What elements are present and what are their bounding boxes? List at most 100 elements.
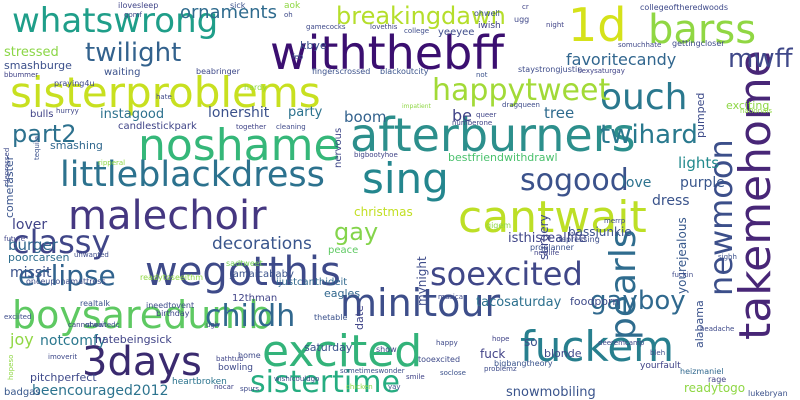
word: tacosaturday [476,295,562,310]
word: ornaments [180,2,277,23]
word: party [288,105,323,120]
word: heizmaniel [680,367,724,376]
word: badgas [4,387,41,398]
word: chicken [346,383,373,391]
word: iwish [478,21,501,31]
word: happy [436,339,458,347]
word: nocar [214,383,234,391]
word: readytogo [684,381,746,395]
word: feb [292,53,304,61]
word: bigbangtheory [494,359,553,368]
word: minitour [340,281,501,325]
word: classy [12,223,111,261]
word: malechoir [68,193,267,239]
word: stressed [4,45,59,60]
word: instagood [100,107,165,122]
word: ilovesleep [118,1,159,10]
word: merrp [604,217,626,225]
word: barss [648,7,757,53]
word: gamecocks [306,23,346,31]
word: ugh [206,321,220,329]
word: 12thman [232,293,278,304]
word: waiting [104,67,141,78]
word: cleaning [276,123,306,131]
word: mwff [728,44,793,74]
word: yay [388,383,401,391]
word: onceuponamattress [26,277,106,286]
word: gayboy [590,286,686,316]
word: home [238,351,261,360]
word: favoritecandy [566,50,677,69]
word: sadtweet [226,259,263,268]
word: smile [406,373,425,381]
word: whatswrong [12,1,219,41]
word: lonershit [208,105,270,121]
word: cantwait [458,192,647,243]
word: sexysaturgay [578,67,625,75]
word: fuck [480,347,506,361]
word: praying4u [54,79,95,88]
word: twilight [85,38,182,68]
word: dragqueen [502,101,540,109]
word: showtedc [86,321,120,329]
word: tree [544,104,575,122]
word: depressing [556,235,600,244]
word: sistertime [250,365,400,400]
word: yourejealous [675,217,689,294]
word: burger [8,236,58,254]
word: bassjunkie [568,225,632,239]
word: ripperal [98,159,126,167]
word: tooexcited [418,355,461,364]
word: part2 [12,120,77,148]
word: imoverit [48,353,78,361]
word: peace [328,245,359,256]
word: sick [230,1,246,10]
word: gettingcloser [672,39,725,48]
word: realtalk [80,299,111,308]
word: rage [708,375,727,384]
word: snowmobiling [506,385,596,400]
word: childh [205,299,296,334]
word: kbye [300,39,327,52]
word: heartbroken [172,377,227,387]
word: afterburners [350,108,636,162]
word: exciited [4,313,32,321]
word: cr [522,3,529,11]
word: sogood [520,163,629,198]
word: not [476,71,488,79]
word: ineedtovent [146,301,195,310]
word: purple [680,175,725,191]
word: joy [10,330,34,349]
word: fuckin [672,271,694,279]
word: 1d [568,0,627,52]
word: boom [344,108,387,126]
word: fingerscrossed [312,67,371,76]
word: gay [334,218,379,246]
word: depressed [3,147,11,184]
word: ijustcanthideit [276,277,348,288]
word: date [353,305,366,330]
word: night [546,21,565,29]
word: nervous [333,127,344,168]
word: jamaicababy [230,269,294,280]
word: fuckem [520,322,675,371]
word: college [404,27,430,35]
word: hate [156,93,172,101]
word: be [452,106,472,125]
word: wegotthis [145,249,341,295]
word: lights [678,154,720,172]
word: aok [284,1,301,11]
word: prqplanner [530,243,574,252]
word: bowling [218,363,253,373]
word: future [4,235,26,243]
word: impatient [402,103,431,110]
word: bleh [650,349,666,357]
word: christmas [354,205,413,219]
word: beencouraged2012 [32,383,169,399]
word: littleblackdress [60,155,325,195]
word: deeremcamp [598,339,645,347]
word: hopeso [7,354,15,380]
word: newlife [534,249,560,257]
word: bigbootyhoe [354,151,398,159]
